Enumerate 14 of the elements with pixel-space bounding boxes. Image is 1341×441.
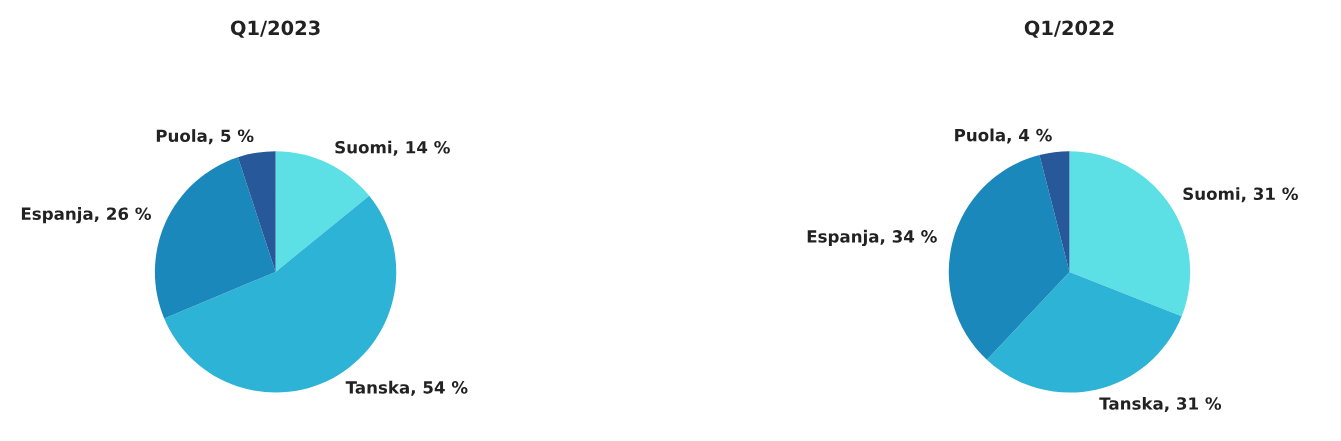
pie-slice xyxy=(237,151,276,272)
slice-label: Tanska, 54 % xyxy=(345,380,468,396)
slice-label: Espanja, 34 % xyxy=(807,229,937,247)
slice-label: Espanja, 26 % xyxy=(21,207,151,224)
slice-label: Suomi, 14 % xyxy=(335,140,450,156)
pie-slice xyxy=(986,271,1182,393)
pie-slice xyxy=(154,157,276,319)
chart-title: Q1/2022 xyxy=(1024,20,1114,38)
pie-slice xyxy=(948,154,1070,360)
chart-title: Q1/2023 xyxy=(230,20,320,38)
slice-label: Tanska, 31 % xyxy=(1099,396,1222,412)
slice-label: Puola, 5 % xyxy=(156,129,254,145)
slice-label: Suomi, 31 % xyxy=(1183,187,1298,203)
slice-label: Puola, 4 % xyxy=(955,128,1052,144)
